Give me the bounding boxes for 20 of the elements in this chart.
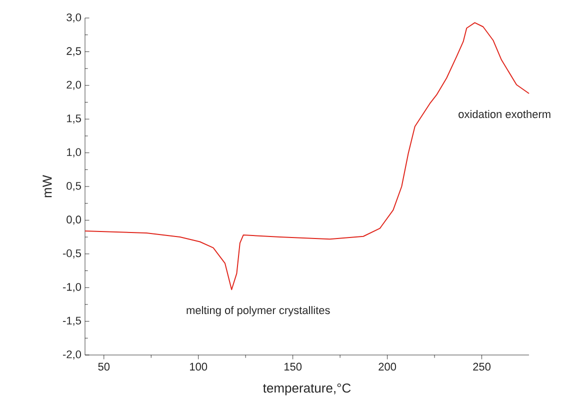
- annotation: melting of polymer crystallites: [186, 306, 330, 316]
- y-tick-label: 2,0: [66, 80, 82, 90]
- annotation: oxidation exotherm: [458, 110, 550, 118]
- x-tick-label: 50: [98, 362, 110, 371]
- y-tick-label: 2,5: [66, 47, 81, 56]
- x-tick-label: 250: [473, 362, 491, 371]
- y-tick-label: 1,0: [67, 148, 82, 158]
- y-tick-label: 0,5: [66, 182, 81, 192]
- y-tick-label: 0,0: [66, 216, 82, 225]
- x-axis-title: temperature,°C: [263, 383, 351, 396]
- y-tick-label: -0,5: [63, 249, 81, 258]
- x-tick-label: 100: [190, 362, 208, 371]
- y-tick-label: 3,0: [66, 13, 82, 23]
- x-tick-label: 200: [378, 362, 396, 371]
- y-tick-label: -1,5: [63, 316, 81, 326]
- y-tick-label: 1,5: [67, 114, 81, 124]
- x-tick-label: 150: [284, 362, 302, 371]
- y-axis-title: mW: [42, 174, 52, 198]
- y-tick-label: -2,0: [63, 350, 82, 360]
- y-tick-label: -1,0: [63, 283, 82, 292]
